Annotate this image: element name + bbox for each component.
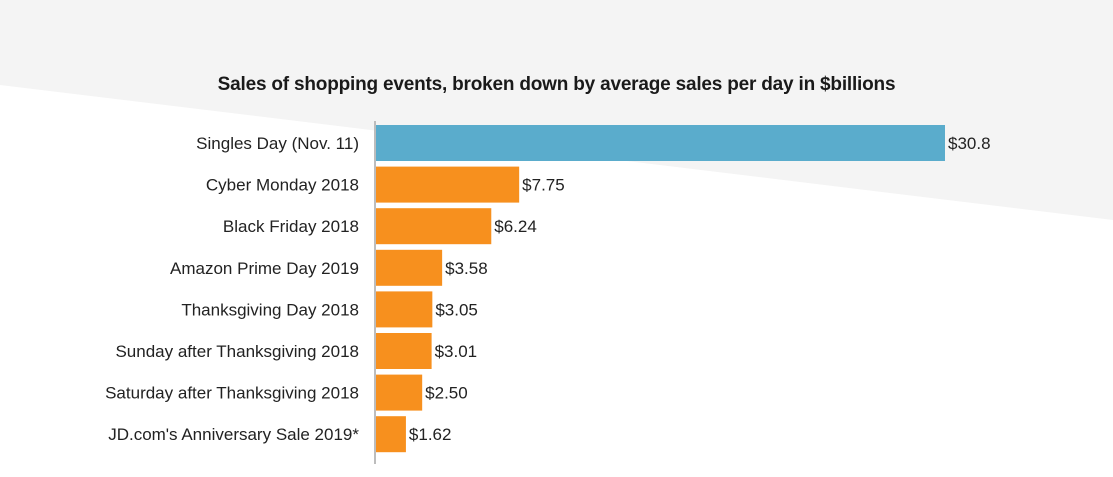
category-label: JD.com's Anniversary Sale 2019* bbox=[108, 425, 359, 444]
category-label: Cyber Monday 2018 bbox=[206, 176, 359, 195]
bar bbox=[376, 208, 492, 245]
bar bbox=[376, 374, 423, 411]
category-label: Amazon Prime Day 2019 bbox=[170, 259, 359, 278]
value-label: $2.50 bbox=[425, 384, 468, 403]
bar bbox=[376, 333, 432, 369]
category-label: Singles Day (Nov. 11) bbox=[196, 134, 359, 153]
category-label: Black Friday 2018 bbox=[223, 217, 359, 236]
value-label: $3.05 bbox=[435, 300, 478, 319]
bar bbox=[376, 125, 945, 161]
bar bbox=[376, 249, 443, 286]
category-label: Thanksgiving Day 2018 bbox=[181, 300, 359, 319]
bar bbox=[376, 166, 520, 203]
value-label: $6.24 bbox=[494, 217, 537, 236]
value-label: $3.58 bbox=[445, 259, 488, 278]
category-label: Saturday after Thanksgiving 2018 bbox=[105, 384, 359, 403]
value-label: $3.01 bbox=[435, 342, 478, 361]
value-label: $1.62 bbox=[409, 425, 452, 444]
chart-title: Sales of shopping events, broken down by… bbox=[217, 74, 896, 95]
value-label: $30.8 bbox=[948, 134, 991, 153]
value-label: $7.75 bbox=[522, 176, 565, 195]
bar bbox=[376, 416, 406, 453]
bar bbox=[376, 291, 433, 328]
category-label: Sunday after Thanksgiving 2018 bbox=[115, 342, 359, 361]
